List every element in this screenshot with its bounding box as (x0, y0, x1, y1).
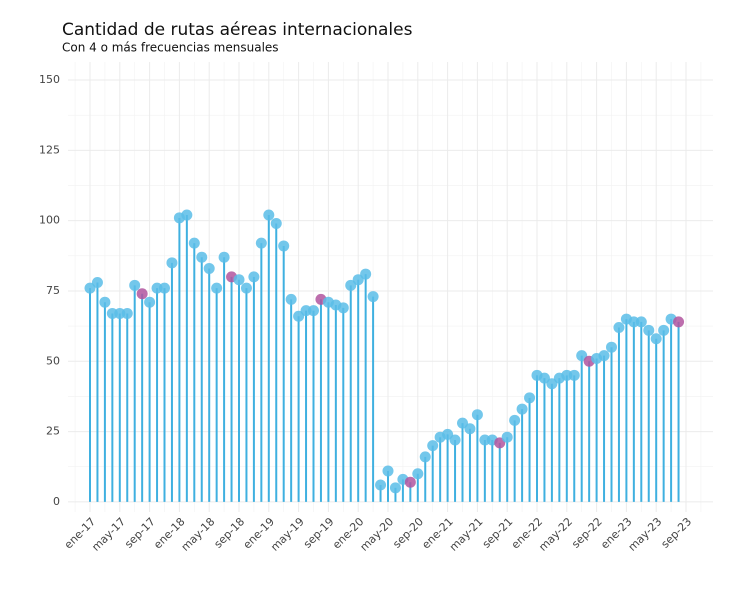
y-tick-label: 150 (39, 73, 60, 86)
point (412, 468, 424, 480)
point (129, 279, 141, 291)
x-tick-label: sep-22 (569, 515, 605, 551)
point (91, 277, 103, 288)
point (136, 288, 148, 300)
point (568, 369, 580, 381)
point (285, 293, 297, 305)
point (501, 431, 513, 443)
point (546, 378, 558, 390)
y-tick-label: 100 (39, 214, 60, 227)
point (673, 316, 685, 328)
point (196, 251, 208, 263)
point (524, 392, 536, 404)
x-tick-label: may-19 (268, 515, 307, 554)
point (181, 209, 193, 221)
x-tick-label: sep-23 (659, 515, 695, 551)
point (352, 274, 364, 286)
point (375, 479, 387, 491)
point (188, 237, 200, 249)
point (457, 417, 468, 429)
y-tick-label: 50 (46, 354, 60, 367)
y-tick-label: 0 (53, 495, 60, 508)
point (382, 465, 394, 477)
point (166, 257, 178, 269)
point (263, 209, 275, 221)
point (121, 307, 133, 319)
point (144, 296, 156, 308)
point (240, 282, 252, 294)
point (367, 291, 379, 303)
x-tick-label: sep-20 (390, 515, 426, 551)
point (233, 274, 245, 286)
point (427, 440, 439, 452)
point (650, 333, 662, 345)
point (203, 262, 215, 274)
point (308, 305, 319, 317)
point (598, 350, 610, 362)
x-tick-label: may-21 (447, 515, 486, 554)
y-tick-label: 25 (46, 425, 60, 438)
point (293, 310, 305, 322)
point (658, 324, 670, 336)
point (471, 409, 483, 421)
point (270, 217, 282, 229)
x-tick-label: sep-17 (122, 515, 158, 551)
x-tick-label: may-18 (179, 515, 218, 554)
point (464, 423, 476, 435)
point (509, 414, 521, 426)
point (494, 437, 506, 449)
x-tick-label: sep-19 (301, 515, 337, 551)
point (84, 282, 96, 294)
point (643, 324, 655, 336)
point (345, 279, 357, 291)
y-tick-label: 75 (46, 284, 60, 297)
point (576, 350, 588, 362)
point (159, 282, 170, 294)
point (255, 237, 267, 249)
point (99, 296, 111, 308)
point (218, 251, 230, 263)
chart-subtitle: Con 4 o más frecuencias mensuales (62, 41, 279, 55)
point (419, 451, 431, 463)
point (404, 476, 416, 488)
x-tick-label: may-23 (626, 515, 665, 554)
point (337, 302, 349, 314)
chart-title: Cantidad de rutas aéreas internacionales (62, 20, 413, 40)
point (516, 403, 528, 415)
point (449, 434, 461, 446)
point (360, 268, 372, 280)
x-tick-label: may-17 (89, 515, 128, 554)
x-tick-label: sep-18 (212, 515, 248, 551)
x-tick-label: sep-21 (480, 515, 516, 551)
point (613, 322, 625, 333)
point (389, 482, 401, 494)
point (442, 428, 454, 440)
point (248, 271, 260, 283)
point (211, 282, 223, 294)
point (538, 372, 550, 384)
y-tick-label: 125 (39, 143, 60, 156)
point (635, 316, 647, 328)
point (278, 240, 290, 252)
x-tick-label: may-20 (358, 515, 397, 554)
point (606, 341, 617, 353)
x-tick-label: may-22 (536, 515, 575, 554)
